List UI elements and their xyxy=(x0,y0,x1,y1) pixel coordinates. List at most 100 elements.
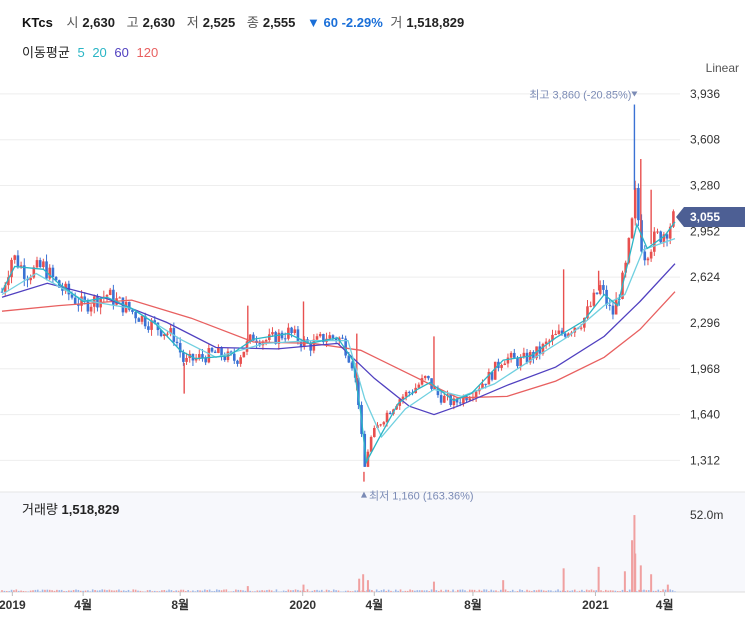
volume-bar xyxy=(514,591,516,592)
candle-body xyxy=(528,351,532,363)
candle-body xyxy=(408,391,411,393)
y-tick-label: 1,968 xyxy=(690,362,720,376)
volume-bar xyxy=(79,590,82,592)
volume-bar xyxy=(521,590,524,592)
candle-body xyxy=(73,297,77,304)
volume-spike-bar xyxy=(362,574,365,592)
volume-bar xyxy=(44,589,46,592)
volume-bar xyxy=(266,590,268,592)
volume-bar xyxy=(10,589,13,592)
candle-body xyxy=(38,260,42,267)
volume-bar xyxy=(113,590,115,592)
volume-bar xyxy=(647,590,650,592)
volume-bar xyxy=(294,589,297,592)
candle-body xyxy=(334,338,338,342)
volume-bar xyxy=(227,591,230,592)
volume-bar xyxy=(251,591,254,592)
volume-bar xyxy=(547,590,550,592)
candle-body xyxy=(331,335,335,339)
volume-bar xyxy=(3,590,6,592)
volume-bar xyxy=(485,589,488,592)
x-tick-label: 2020 xyxy=(289,598,316,612)
volume-bar xyxy=(239,589,242,592)
volume-bar xyxy=(199,590,201,592)
volume-bar xyxy=(304,591,306,592)
candle-body xyxy=(175,341,179,344)
candle-body xyxy=(61,287,64,291)
volume-bar xyxy=(232,591,235,592)
volume-bar xyxy=(576,591,578,592)
candle-body xyxy=(544,341,548,344)
volume-bar xyxy=(421,590,423,592)
candle-body xyxy=(579,327,583,329)
candle-body xyxy=(232,353,236,361)
candle-body xyxy=(118,297,122,299)
volume-bar xyxy=(344,590,347,592)
volume-bar xyxy=(125,590,127,592)
volume-bar xyxy=(292,590,294,592)
volume-bar xyxy=(402,591,404,592)
volume-bar xyxy=(671,590,674,592)
volume-bar xyxy=(380,590,383,592)
volume-spike-bar xyxy=(597,566,600,592)
volume-bar xyxy=(311,590,314,592)
candle-body xyxy=(77,303,80,306)
volume-bar xyxy=(287,589,290,592)
candle-body xyxy=(401,396,405,400)
quote-header: KTcs 시 2,630 고 2,630 저 2,525 종 2,555 ▼ 60 -2… xyxy=(0,0,745,75)
x-tick-label: 4월 xyxy=(365,597,383,612)
volume-bar xyxy=(404,590,407,592)
volume-bar xyxy=(354,590,357,592)
candle-body xyxy=(322,334,325,343)
candle-body xyxy=(595,292,599,294)
candle-body xyxy=(455,398,459,403)
volume-bar xyxy=(464,590,466,592)
volume-bar xyxy=(130,591,132,592)
candle-body xyxy=(452,398,456,406)
volume-bar xyxy=(235,589,237,592)
volume-bar xyxy=(511,589,514,592)
volume-bar xyxy=(146,590,149,592)
volume-bar xyxy=(535,590,538,592)
volume-bar xyxy=(457,589,459,592)
volume-bar xyxy=(137,590,139,592)
volume-bar xyxy=(91,589,94,592)
volume-bar xyxy=(60,589,63,592)
volume-bar xyxy=(230,591,232,592)
candle-body xyxy=(108,289,112,296)
volume-bar xyxy=(328,590,330,592)
candle-body xyxy=(89,306,93,312)
y-tick-label: 1,312 xyxy=(690,453,720,467)
volume-bar xyxy=(356,590,359,592)
volume-bar xyxy=(368,589,371,592)
volume-bar xyxy=(306,589,309,592)
volume-bar xyxy=(175,590,178,592)
volume-bar xyxy=(383,589,385,592)
volume-spike-bar xyxy=(666,584,669,592)
ma-legend-label[interactable]: 이동평균 xyxy=(22,45,70,60)
volume-bar xyxy=(416,590,419,592)
volume-bar xyxy=(516,591,519,592)
candle-body xyxy=(369,436,373,452)
volume-bar xyxy=(120,590,123,592)
volume-bar xyxy=(609,590,612,592)
candle-body xyxy=(0,291,4,293)
volume-spike-bar xyxy=(650,574,653,592)
candle-body xyxy=(417,384,421,388)
volume-bar xyxy=(110,590,113,592)
candle-body xyxy=(134,311,137,319)
symbol[interactable]: KTcs xyxy=(22,15,53,30)
candle-body xyxy=(490,371,494,380)
candle-body xyxy=(627,238,631,263)
volume-bar xyxy=(17,590,20,592)
candle-body xyxy=(22,265,26,279)
volume-bar xyxy=(275,589,278,592)
volume-bar xyxy=(103,589,106,592)
volume-bar xyxy=(285,590,287,592)
volume-bar xyxy=(134,589,137,592)
volume-bar xyxy=(542,590,545,592)
volume-bar xyxy=(497,591,500,592)
volume-bar xyxy=(614,590,617,592)
scale-mode-toggle[interactable]: Linear xyxy=(705,61,739,75)
